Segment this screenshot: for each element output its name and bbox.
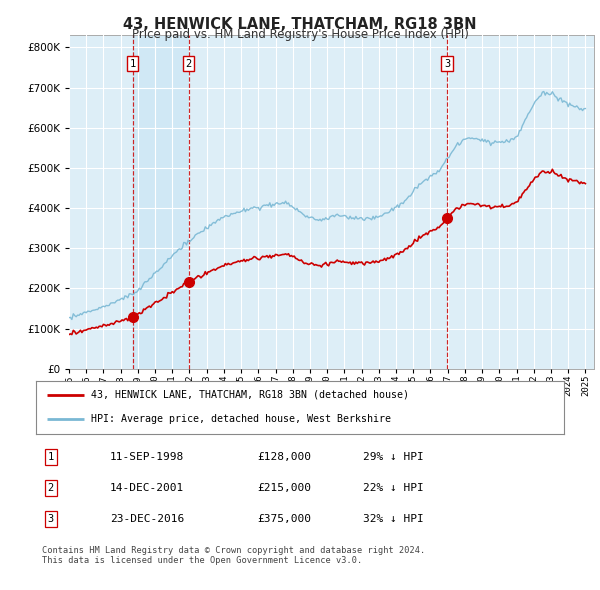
Text: 22% ↓ HPI: 22% ↓ HPI — [364, 483, 424, 493]
Text: 43, HENWICK LANE, THATCHAM, RG18 3BN (detached house): 43, HENWICK LANE, THATCHAM, RG18 3BN (de… — [91, 390, 409, 400]
Text: 29% ↓ HPI: 29% ↓ HPI — [364, 453, 424, 462]
Text: £375,000: £375,000 — [258, 514, 312, 524]
Text: 11-SEP-1998: 11-SEP-1998 — [110, 453, 184, 462]
Text: 3: 3 — [444, 58, 450, 68]
Text: £215,000: £215,000 — [258, 483, 312, 493]
Text: 14-DEC-2001: 14-DEC-2001 — [110, 483, 184, 493]
Text: 1: 1 — [47, 453, 54, 462]
Text: 1: 1 — [130, 58, 136, 68]
Text: 2: 2 — [47, 483, 54, 493]
Text: £128,000: £128,000 — [258, 453, 312, 462]
Bar — [133, 35, 188, 369]
Text: 23-DEC-2016: 23-DEC-2016 — [110, 514, 184, 524]
Text: 32% ↓ HPI: 32% ↓ HPI — [364, 514, 424, 524]
Text: Price paid vs. HM Land Registry's House Price Index (HPI): Price paid vs. HM Land Registry's House … — [131, 28, 469, 41]
Text: Contains HM Land Registry data © Crown copyright and database right 2024.
This d: Contains HM Land Registry data © Crown c… — [42, 546, 425, 565]
Text: 2: 2 — [185, 58, 192, 68]
Text: HPI: Average price, detached house, West Berkshire: HPI: Average price, detached house, West… — [91, 414, 391, 424]
Text: 3: 3 — [47, 514, 54, 524]
Text: 43, HENWICK LANE, THATCHAM, RG18 3BN: 43, HENWICK LANE, THATCHAM, RG18 3BN — [123, 17, 477, 31]
